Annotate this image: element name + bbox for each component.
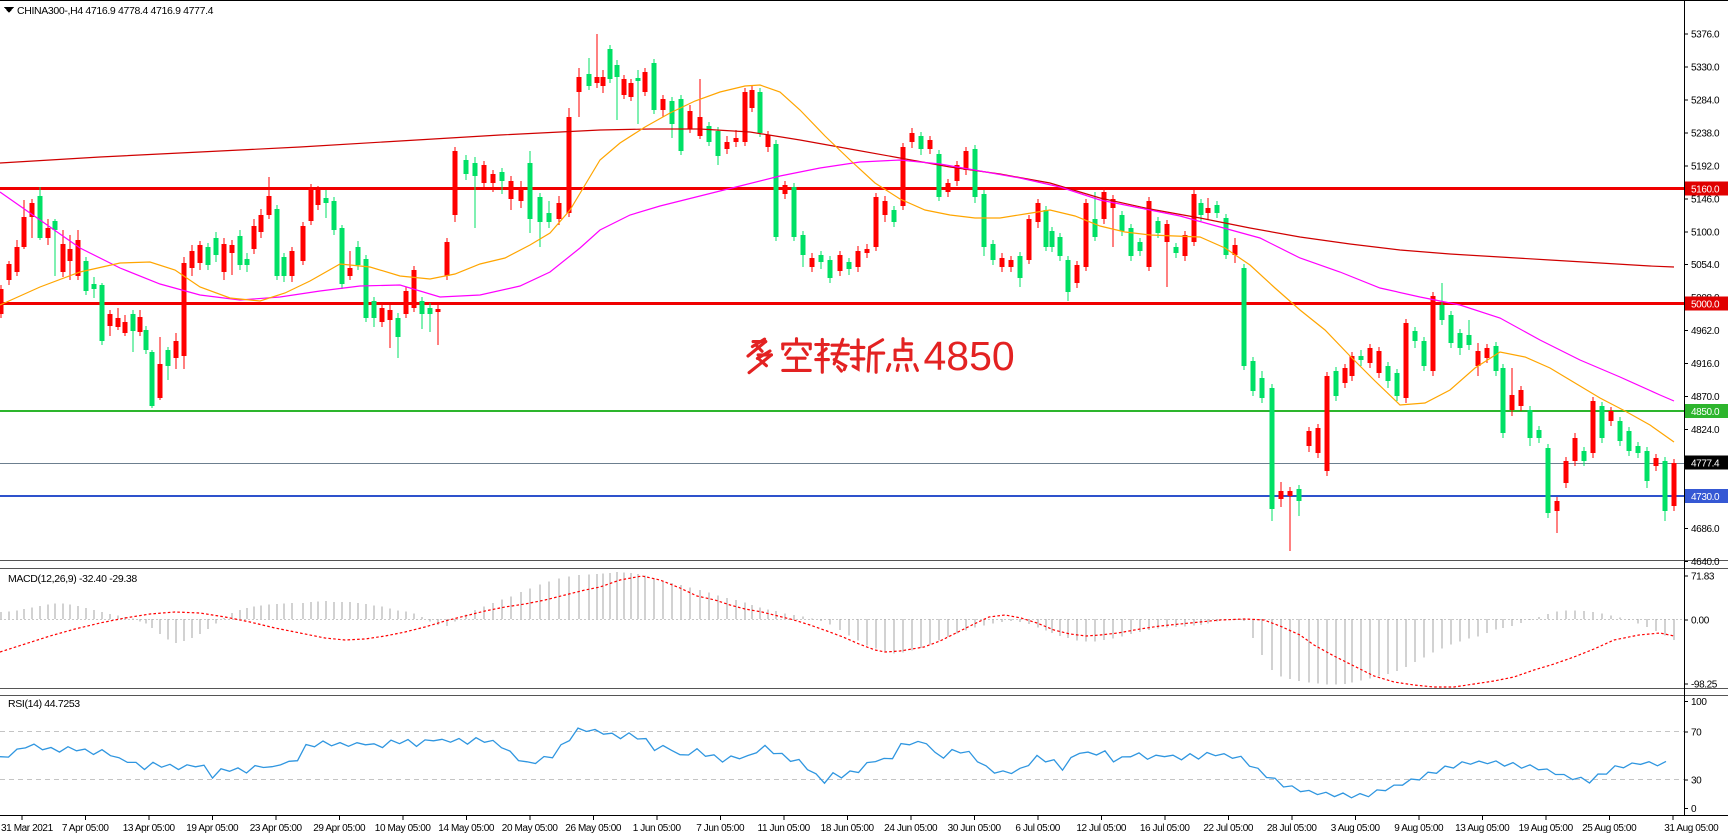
svg-text:4916.0: 4916.0 bbox=[1691, 359, 1720, 370]
svg-text:30: 30 bbox=[1691, 776, 1702, 787]
svg-text:5376.0: 5376.0 bbox=[1691, 30, 1720, 41]
svg-text:4640.0: 4640.0 bbox=[1691, 557, 1720, 568]
svg-text:70: 70 bbox=[1691, 728, 1702, 739]
svg-text:24 Jun 05:00: 24 Jun 05:00 bbox=[884, 823, 938, 834]
svg-text:13 Apr 05:00: 13 Apr 05:00 bbox=[123, 823, 176, 834]
svg-text:19 Apr 05:00: 19 Apr 05:00 bbox=[186, 823, 239, 834]
svg-text:4686.0: 4686.0 bbox=[1691, 524, 1720, 535]
svg-text:31 Aug 05:00: 31 Aug 05:00 bbox=[1664, 823, 1719, 834]
svg-text:4962.0: 4962.0 bbox=[1691, 326, 1720, 337]
svg-text:7 Jun 05:00: 7 Jun 05:00 bbox=[696, 823, 745, 834]
svg-text:4850: 4850 bbox=[924, 333, 1015, 379]
svg-text:5160.0: 5160.0 bbox=[1691, 185, 1720, 196]
svg-text:29 Apr 05:00: 29 Apr 05:00 bbox=[313, 823, 366, 834]
svg-text:RSI(14) 44.7253: RSI(14) 44.7253 bbox=[8, 698, 80, 710]
svg-text:22 Jul 05:00: 22 Jul 05:00 bbox=[1203, 823, 1254, 834]
svg-text:6 Jul 05:00: 6 Jul 05:00 bbox=[1015, 823, 1060, 834]
svg-text:1 Jun 05:00: 1 Jun 05:00 bbox=[633, 823, 682, 834]
svg-text:12 Jul 05:00: 12 Jul 05:00 bbox=[1076, 823, 1127, 834]
svg-text:CHINA300-,H4 4716.9 4778.4 47: CHINA300-,H4 4716.9 4778.4 4716.9 4777.4 bbox=[17, 5, 214, 17]
svg-text:100: 100 bbox=[1691, 697, 1707, 708]
svg-text:18 Jun 05:00: 18 Jun 05:00 bbox=[821, 823, 875, 834]
svg-text:26 May 05:00: 26 May 05:00 bbox=[565, 823, 622, 834]
svg-text:5330.0: 5330.0 bbox=[1691, 63, 1720, 74]
svg-text:5000.0: 5000.0 bbox=[1691, 300, 1720, 311]
svg-text:13 Aug 05:00: 13 Aug 05:00 bbox=[1455, 823, 1510, 834]
svg-text:10 May 05:00: 10 May 05:00 bbox=[375, 823, 432, 834]
svg-text:4850.0: 4850.0 bbox=[1691, 407, 1720, 418]
svg-text:14 May 05:00: 14 May 05:00 bbox=[438, 823, 495, 834]
svg-text:4777.4: 4777.4 bbox=[1691, 459, 1720, 470]
svg-text:MACD(12,26,9) -32.40 -29.38: MACD(12,26,9) -32.40 -29.38 bbox=[8, 573, 137, 585]
svg-text:4870.0: 4870.0 bbox=[1691, 392, 1720, 403]
svg-text:20 May 05:00: 20 May 05:00 bbox=[502, 823, 559, 834]
svg-text:28 Jul 05:00: 28 Jul 05:00 bbox=[1267, 823, 1318, 834]
svg-text:5100.0: 5100.0 bbox=[1691, 227, 1720, 238]
svg-text:5146.0: 5146.0 bbox=[1691, 194, 1720, 205]
svg-text:19 Aug 05:00: 19 Aug 05:00 bbox=[1519, 823, 1574, 834]
svg-text:5192.0: 5192.0 bbox=[1691, 161, 1720, 172]
svg-text:23 Apr 05:00: 23 Apr 05:00 bbox=[250, 823, 303, 834]
svg-text:25 Aug 05:00: 25 Aug 05:00 bbox=[1582, 823, 1637, 834]
svg-text:16 Jul 05:00: 16 Jul 05:00 bbox=[1140, 823, 1191, 834]
svg-text:4824.0: 4824.0 bbox=[1691, 425, 1720, 436]
svg-text:4730.0: 4730.0 bbox=[1691, 492, 1720, 503]
svg-text:-98.25: -98.25 bbox=[1691, 680, 1718, 691]
svg-text:31 Mar 2021: 31 Mar 2021 bbox=[1, 823, 54, 834]
svg-text:9 Aug 05:00: 9 Aug 05:00 bbox=[1394, 823, 1444, 834]
svg-text:11 Jun 05:00: 11 Jun 05:00 bbox=[758, 823, 811, 834]
svg-text:5238.0: 5238.0 bbox=[1691, 128, 1720, 139]
svg-text:5284.0: 5284.0 bbox=[1691, 96, 1720, 107]
svg-text:30 Jun 05:00: 30 Jun 05:00 bbox=[948, 823, 1002, 834]
svg-text:0.00: 0.00 bbox=[1691, 616, 1710, 627]
svg-text:3 Aug 05:00: 3 Aug 05:00 bbox=[1331, 823, 1381, 834]
svg-text:7 Apr 05:00: 7 Apr 05:00 bbox=[62, 823, 110, 834]
svg-text:71.83: 71.83 bbox=[1691, 572, 1715, 583]
svg-text:0: 0 bbox=[1691, 804, 1697, 815]
svg-text:5054.0: 5054.0 bbox=[1691, 260, 1720, 271]
